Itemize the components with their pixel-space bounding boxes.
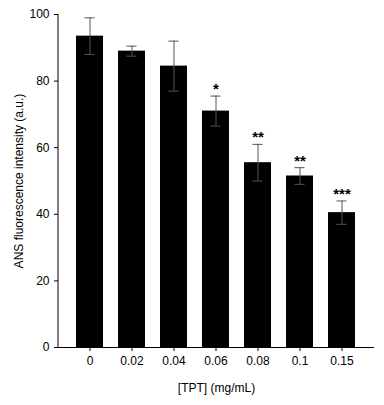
svg-text:0.06: 0.06 <box>204 354 228 368</box>
svg-text:0.04: 0.04 <box>162 354 186 368</box>
svg-text:0.1: 0.1 <box>292 354 309 368</box>
svg-text:100: 100 <box>29 7 49 21</box>
svg-text:**: ** <box>294 152 306 169</box>
svg-text:**: ** <box>252 128 264 145</box>
svg-text:0.15: 0.15 <box>330 354 354 368</box>
svg-text:0.08: 0.08 <box>246 354 270 368</box>
svg-text:[TPT] (mg/mL): [TPT] (mg/mL) <box>178 381 255 395</box>
svg-text:60: 60 <box>36 141 50 155</box>
svg-text:0: 0 <box>43 340 50 354</box>
svg-text:0.02: 0.02 <box>120 354 144 368</box>
svg-text:ANS fluorescence intensity (a.: ANS fluorescence intensity (a.u.) <box>12 94 26 269</box>
svg-text:40: 40 <box>36 207 50 221</box>
svg-text:***: *** <box>333 185 351 202</box>
svg-text:0: 0 <box>87 354 94 368</box>
svg-text:80: 80 <box>36 74 50 88</box>
svg-text:*: * <box>213 80 219 97</box>
svg-text:20: 20 <box>36 274 50 288</box>
